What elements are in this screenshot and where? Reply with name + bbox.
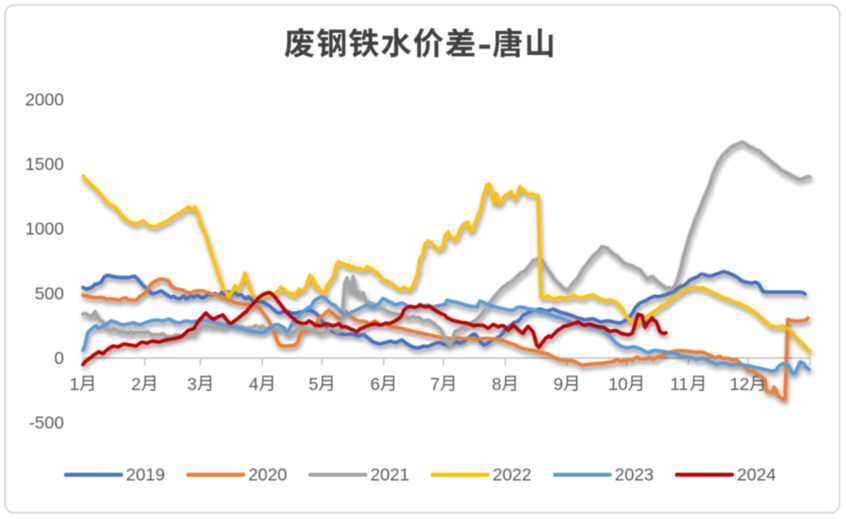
svg-text:2024: 2024	[737, 465, 776, 485]
svg-text:0: 0	[54, 348, 64, 368]
svg-text:1500: 1500	[25, 154, 64, 174]
svg-text:8: 8	[492, 374, 502, 394]
svg-text:500: 500	[35, 283, 64, 303]
svg-text:2022: 2022	[493, 465, 532, 485]
svg-text:2019: 2019	[126, 465, 165, 485]
svg-text:2000: 2000	[25, 90, 64, 110]
svg-text:12: 12	[730, 374, 749, 394]
svg-text:10: 10	[608, 374, 628, 394]
svg-text:6: 6	[370, 374, 380, 394]
svg-text:1000: 1000	[25, 219, 64, 239]
svg-text:9: 9	[553, 374, 563, 394]
svg-text:2021: 2021	[370, 465, 409, 485]
svg-text:3: 3	[187, 374, 197, 394]
svg-text:11: 11	[670, 374, 688, 394]
svg-text:5: 5	[309, 374, 319, 394]
svg-text:2: 2	[131, 374, 141, 394]
svg-text:7: 7	[430, 374, 440, 394]
svg-text:2020: 2020	[248, 465, 287, 485]
svg-text:1: 1	[70, 374, 80, 394]
svg-text:2023: 2023	[615, 465, 654, 485]
svg-text:4: 4	[249, 374, 259, 394]
svg-text:-500: -500	[29, 413, 64, 433]
